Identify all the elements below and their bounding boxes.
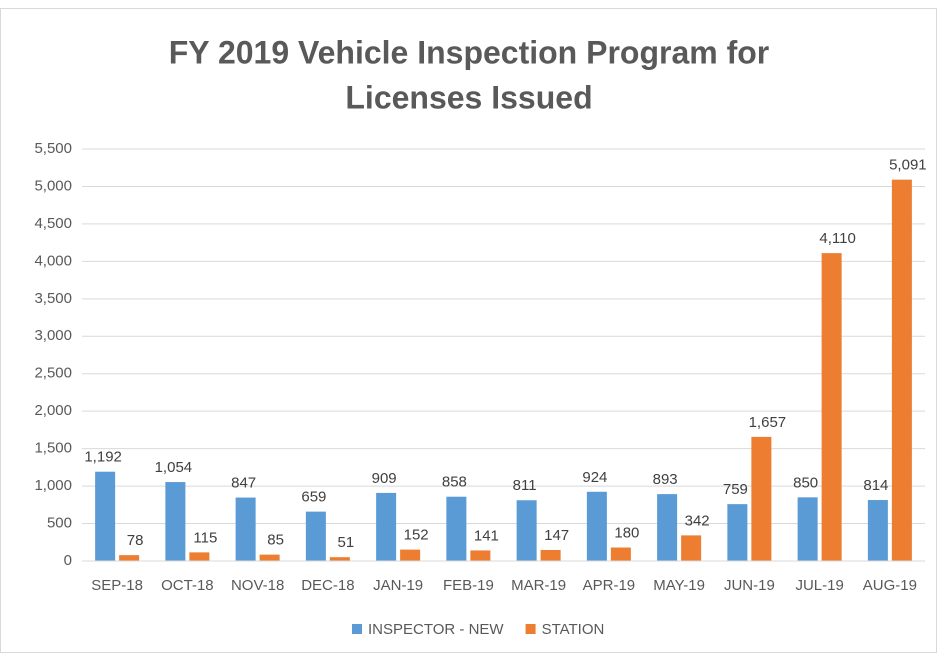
y-tick-label: 1,000 [34, 477, 72, 494]
legend-swatch [525, 624, 536, 634]
y-tick-label: 500 [47, 515, 72, 532]
data-label: 141 [474, 527, 499, 544]
x-tick-label: OCT-18 [161, 577, 214, 594]
data-label: 1,192 [84, 449, 122, 466]
bar [516, 500, 537, 561]
data-label: 759 [723, 481, 748, 498]
bar [891, 179, 912, 561]
x-tick-label: JAN-19 [373, 577, 423, 594]
data-label: 858 [442, 474, 467, 491]
data-label: 1,054 [155, 459, 193, 476]
x-tick-label: SEP-18 [91, 577, 143, 594]
y-tick-label: 4,500 [34, 215, 72, 232]
bar [189, 552, 210, 561]
bar [165, 482, 186, 561]
data-label: 659 [301, 489, 326, 506]
data-label: 811 [513, 477, 537, 494]
chart-title: FY 2019 Vehicle Inspection Program for [169, 34, 770, 70]
y-tick-label: 1,500 [34, 440, 72, 457]
y-tick-label: 2,500 [34, 365, 72, 382]
legend-label: INSPECTOR - NEW [368, 621, 504, 638]
data-label: 152 [404, 527, 429, 544]
bar [235, 497, 256, 561]
bar [540, 549, 561, 561]
data-label: 814 [863, 477, 888, 494]
data-label: 85 [267, 532, 284, 549]
bar [376, 492, 397, 561]
legend-swatch [352, 624, 362, 634]
y-tick-label: 3,500 [34, 290, 72, 307]
bar [95, 471, 116, 561]
bar [727, 504, 748, 561]
x-tick-label: APR-19 [583, 577, 636, 594]
x-tick-label: NOV-18 [231, 577, 284, 594]
y-tick-label: 2,000 [34, 402, 72, 419]
bar [610, 547, 631, 561]
bar [657, 494, 678, 561]
bar [400, 549, 421, 561]
x-tick-label: MAY-19 [653, 577, 705, 594]
data-label: 847 [231, 475, 256, 492]
y-tick-label: 4,000 [34, 252, 72, 269]
x-tick-label: DEC-18 [301, 577, 354, 594]
data-label: 850 [793, 474, 818, 491]
data-label: 909 [372, 470, 397, 487]
bar [329, 557, 350, 561]
data-label: 1,657 [749, 414, 787, 431]
bar [305, 511, 326, 561]
data-label: 78 [127, 532, 144, 549]
bar [751, 436, 772, 561]
y-tick-label: 5,500 [34, 140, 72, 157]
y-tick-label: 5,000 [34, 177, 72, 194]
x-tick-label: AUG-19 [863, 577, 917, 594]
legend-label: STATION [542, 621, 605, 638]
bar [797, 497, 818, 561]
bar [446, 496, 467, 561]
data-label: 342 [685, 512, 710, 529]
bar [259, 554, 280, 561]
bar [470, 550, 491, 561]
data-label: 180 [614, 524, 639, 541]
data-label: 5,091 [889, 157, 927, 174]
bar [867, 500, 888, 561]
chart-border [0, 8, 937, 653]
y-tick-label: 3,000 [34, 327, 72, 344]
bar [821, 253, 842, 561]
bar [586, 491, 607, 561]
data-label: 893 [653, 471, 678, 488]
bar [119, 555, 140, 561]
x-tick-label: JUL-19 [795, 577, 843, 594]
data-label: 51 [338, 534, 355, 551]
y-tick-label: 0 [64, 552, 72, 569]
data-label: 924 [582, 469, 607, 486]
data-label: 4,110 [819, 230, 855, 247]
bar [681, 535, 702, 561]
chart-title: Licenses Issued [345, 79, 592, 115]
x-tick-label: JUN-19 [724, 577, 775, 594]
data-label: 115 [193, 529, 217, 546]
x-tick-label: FEB-19 [443, 577, 494, 594]
x-tick-label: MAR-19 [511, 577, 566, 594]
data-label: 147 [544, 527, 569, 544]
